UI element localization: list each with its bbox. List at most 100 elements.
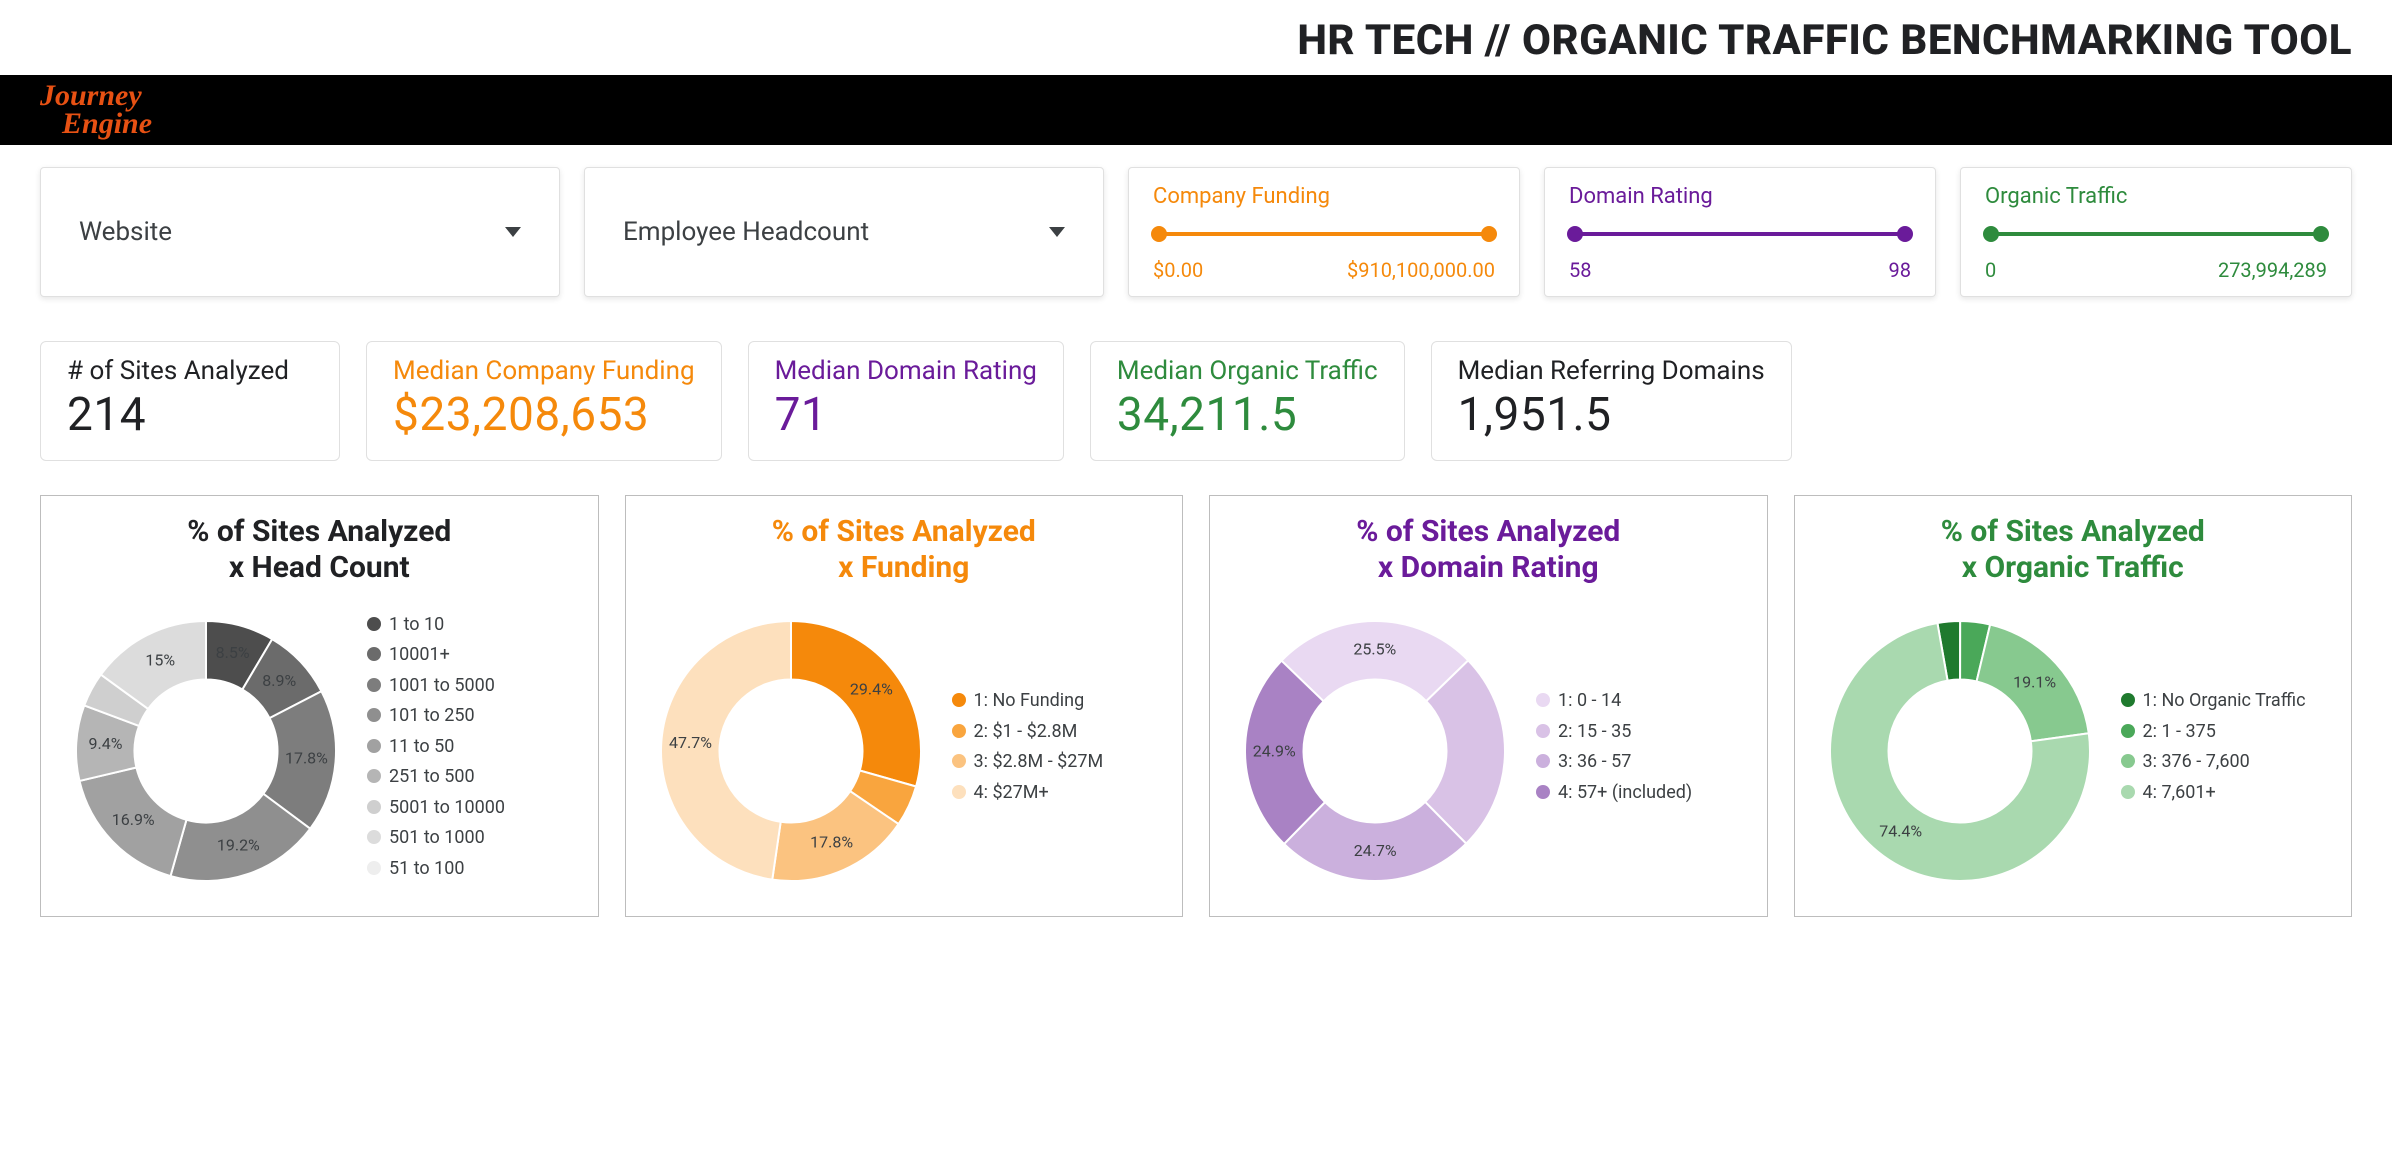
domain-slider-title: Domain Rating bbox=[1569, 184, 1911, 209]
legend-item[interactable]: 4: 7,601+ bbox=[2121, 782, 2342, 805]
legend-swatch bbox=[367, 769, 381, 783]
legend-swatch bbox=[1536, 754, 1550, 768]
legend-swatch bbox=[367, 861, 381, 875]
donut-slice-label: 17.8% bbox=[810, 832, 853, 851]
kpi-4: Median Referring Domains 1,951.5 bbox=[1431, 341, 1792, 461]
funding-slider-handle-max[interactable] bbox=[1481, 226, 1497, 242]
legend-item[interactable]: 4: 57+ (included) bbox=[1536, 782, 1757, 805]
legend-item[interactable]: 1: 0 - 14 bbox=[1536, 690, 1757, 713]
kpi-1: Median Company Funding $23,208,653 bbox=[366, 341, 722, 461]
domain-slider-track[interactable] bbox=[1575, 232, 1905, 236]
legend-item[interactable]: 3: 376 - 7,600 bbox=[2121, 751, 2342, 774]
website-dropdown[interactable]: Website bbox=[40, 167, 560, 297]
filters-row: Website Employee Headcount Company Fundi… bbox=[0, 145, 2392, 297]
legend-item[interactable]: 1001 to 5000 bbox=[367, 675, 588, 698]
chart-headcount: % of Sites Analyzedx Head Count 8.5%8.9%… bbox=[40, 495, 599, 917]
traffic-slider-handle-min[interactable] bbox=[1983, 226, 1999, 242]
legend-item[interactable]: 501 to 1000 bbox=[367, 827, 588, 850]
legend-item[interactable]: 11 to 50 bbox=[367, 736, 588, 759]
legend-item[interactable]: 1: No Organic Traffic bbox=[2121, 690, 2342, 713]
legend-label: 4: 57+ (included) bbox=[1558, 782, 1692, 805]
donut-slice-label: 17.8% bbox=[285, 748, 328, 767]
donut-chart: 25.5%24.7%24.9% bbox=[1220, 596, 1530, 906]
legend-swatch bbox=[2121, 785, 2135, 799]
funding-slider[interactable]: Company Funding $0.00 $910,100,000.00 bbox=[1128, 167, 1520, 297]
legend-label: 2: 1 - 375 bbox=[2143, 721, 2216, 744]
legend-label: 1: No Funding bbox=[974, 690, 1085, 713]
legend-item[interactable]: 2: 15 - 35 bbox=[1536, 721, 1757, 744]
kpi-label: Median Organic Traffic bbox=[1117, 356, 1378, 386]
legend-swatch bbox=[367, 617, 381, 631]
donut-slice-label: 9.4% bbox=[88, 734, 122, 753]
headcount-dropdown[interactable]: Employee Headcount bbox=[584, 167, 1104, 297]
legend-swatch bbox=[2121, 754, 2135, 768]
legend-swatch bbox=[367, 678, 381, 692]
legend-item[interactable]: 251 to 500 bbox=[367, 766, 588, 789]
chart-title: % of Sites Analyzedx Domain Rating bbox=[1220, 514, 1757, 586]
donut-slice-label: 8.9% bbox=[262, 671, 296, 690]
legend-label: 1001 to 5000 bbox=[389, 675, 495, 698]
donut-slice[interactable] bbox=[791, 621, 921, 786]
legend-swatch bbox=[952, 785, 966, 799]
traffic-slider-title: Organic Traffic bbox=[1985, 184, 2327, 209]
chart-funding: % of Sites Analyzedx Funding 29.4%17.8%4… bbox=[625, 495, 1184, 917]
kpi-value: 214 bbox=[67, 388, 313, 442]
page-title: HR TECH // ORGANIC TRAFFIC BENCHMARKING … bbox=[0, 0, 2392, 75]
kpi-label: Median Company Funding bbox=[393, 356, 695, 386]
legend-label: 1 to 10 bbox=[389, 614, 444, 637]
kpi-label: # of Sites Analyzed bbox=[67, 356, 313, 386]
legend-swatch bbox=[367, 739, 381, 753]
legend-swatch bbox=[952, 693, 966, 707]
donut-slice-label: 24.7% bbox=[1354, 841, 1397, 860]
kpi-label: Median Referring Domains bbox=[1458, 356, 1765, 386]
legend-item[interactable]: 3: $2.8M - $27M bbox=[952, 751, 1173, 774]
funding-slider-track[interactable] bbox=[1159, 232, 1489, 236]
legend-item[interactable]: 5001 to 10000 bbox=[367, 797, 588, 820]
headcount-dropdown-label: Employee Headcount bbox=[623, 217, 869, 247]
chart-legend: 1: No Organic Traffic 2: 1 - 375 3: 376 … bbox=[2115, 690, 2342, 812]
donut-slice-label: 74.4% bbox=[1879, 822, 1922, 841]
charts-row: % of Sites Analyzedx Head Count 8.5%8.9%… bbox=[0, 461, 2392, 957]
traffic-slider-handle-max[interactable] bbox=[2313, 226, 2329, 242]
chart-traffic: % of Sites Analyzedx Organic Traffic 19.… bbox=[1794, 495, 2353, 917]
domain-slider[interactable]: Domain Rating 58 98 bbox=[1544, 167, 1936, 297]
legend-item[interactable]: 1 to 10 bbox=[367, 614, 588, 637]
legend-label: 5001 to 10000 bbox=[389, 797, 505, 820]
website-dropdown-label: Website bbox=[79, 217, 172, 247]
legend-item[interactable]: 4: $27M+ bbox=[952, 782, 1173, 805]
chevron-down-icon bbox=[1049, 227, 1065, 237]
legend-item[interactable]: 3: 36 - 57 bbox=[1536, 751, 1757, 774]
kpi-value: 71 bbox=[775, 388, 1037, 442]
legend-label: 4: $27M+ bbox=[974, 782, 1049, 805]
legend-swatch bbox=[1536, 724, 1550, 738]
legend-swatch bbox=[1536, 785, 1550, 799]
chart-title: % of Sites Analyzedx Organic Traffic bbox=[1805, 514, 2342, 586]
legend-swatch bbox=[2121, 724, 2135, 738]
legend-swatch bbox=[367, 708, 381, 722]
traffic-slider-track[interactable] bbox=[1991, 232, 2321, 236]
legend-label: 4: 7,601+ bbox=[2143, 782, 2216, 805]
donut-slice-label: 25.5% bbox=[1353, 639, 1396, 658]
funding-slider-max: $910,100,000.00 bbox=[1347, 258, 1495, 282]
legend-item[interactable]: 101 to 250 bbox=[367, 705, 588, 728]
legend-item[interactable]: 51 to 100 bbox=[367, 858, 588, 881]
kpi-value: $23,208,653 bbox=[393, 388, 695, 442]
chevron-down-icon bbox=[505, 227, 521, 237]
legend-label: 3: $2.8M - $27M bbox=[974, 751, 1104, 774]
donut-slice-label: 47.7% bbox=[669, 733, 712, 752]
domain-slider-handle-max[interactable] bbox=[1897, 226, 1913, 242]
donut-chart: 8.5%8.9%17.8%19.2%16.9%9.4%15% bbox=[51, 596, 361, 906]
legend-item[interactable]: 2: $1 - $2.8M bbox=[952, 721, 1173, 744]
donut-slice-label: 19.2% bbox=[217, 836, 260, 855]
legend-item[interactable]: 1: No Funding bbox=[952, 690, 1173, 713]
legend-item[interactable]: 10001+ bbox=[367, 644, 588, 667]
kpi-2: Median Domain Rating 71 bbox=[748, 341, 1064, 461]
legend-label: 11 to 50 bbox=[389, 736, 454, 759]
funding-slider-min: $0.00 bbox=[1153, 258, 1203, 282]
traffic-slider[interactable]: Organic Traffic 0 273,994,289 bbox=[1960, 167, 2352, 297]
legend-label: 251 to 500 bbox=[389, 766, 475, 789]
funding-slider-handle-min[interactable] bbox=[1151, 226, 1167, 242]
domain-slider-handle-min[interactable] bbox=[1567, 226, 1583, 242]
legend-swatch bbox=[2121, 693, 2135, 707]
legend-item[interactable]: 2: 1 - 375 bbox=[2121, 721, 2342, 744]
